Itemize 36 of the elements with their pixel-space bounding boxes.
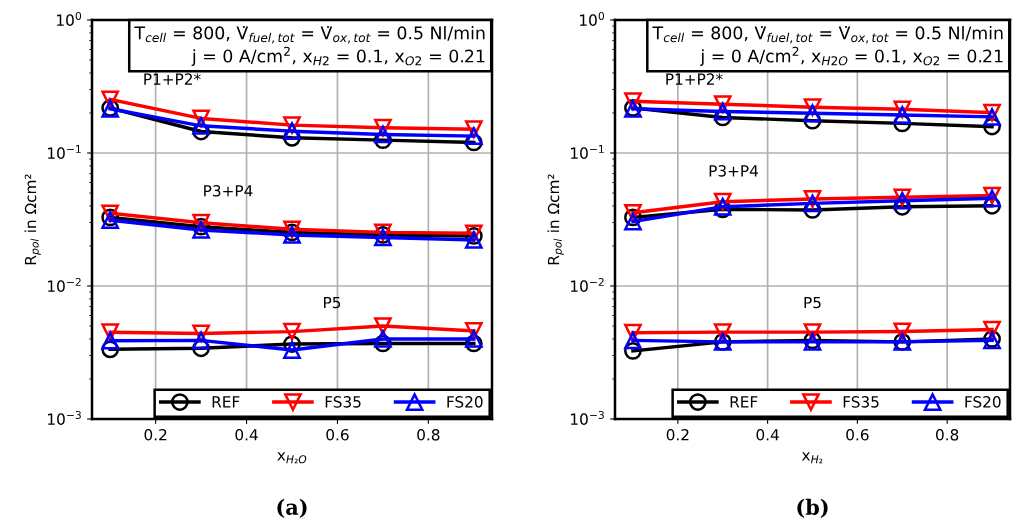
y-axis-title: R$_{pol}$ in Ωcm² <box>24 174 41 265</box>
legend-label: FS35 <box>843 396 879 408</box>
annotation: P5 <box>804 296 821 309</box>
x-tick-label: 0.6 <box>846 428 869 441</box>
annotation: P1+P2* <box>666 73 723 85</box>
x-tick-label: 0.4 <box>756 428 779 441</box>
x-axis-title: x$_{H₂O}$ <box>277 452 307 464</box>
y-tick-label: 10$^{−2}$ <box>571 277 604 292</box>
annotation: P3+P4 <box>709 165 758 177</box>
legend-label: FS35 <box>325 396 361 408</box>
x-tick-label: 0.2 <box>666 428 689 441</box>
x-tick-label: 0.8 <box>936 428 959 441</box>
y-tick-label: 10$^{0}$ <box>57 11 82 26</box>
y-tick-label: 10$^{−2}$ <box>48 277 81 292</box>
y-tick-label: 10$^{−3}$ <box>571 410 604 425</box>
text: T$_{cell}$ = 800, V̇$_{fuel,tot}$ = V̇$_{ox,tot}$ = 0.5 Nl/min j = 0 A/cm$^{2}$, x$_{H2O}$ = 0.1, x$_{O2}$ = 0.21 <box>652 25 1003 66</box>
x-axis-title: x$_{H₂}$ <box>801 452 823 464</box>
text: (b) <box>797 498 828 518</box>
text: (a) <box>277 498 307 518</box>
x-tick-label: 0.6 <box>326 428 349 441</box>
y-tick-label: 10$^{−1}$ <box>571 145 604 159</box>
x-tick-label: 0.2 <box>144 428 167 441</box>
x-tick-label: 0.8 <box>417 428 440 441</box>
annotation: P3+P4 <box>204 185 253 197</box>
legend-label: FS20 <box>965 396 1001 408</box>
annotation: P5 <box>324 296 341 309</box>
y-tick-label: 10$^{−1}$ <box>48 145 81 159</box>
legend-label: REF <box>730 396 758 408</box>
y-tick-label: 10$^{−3}$ <box>48 410 81 425</box>
legend-label: REF <box>212 396 240 408</box>
text: T$_{cell}$ = 800, V̇$_{fuel,tot}$ = V̇$_{ox,tot}$ = 0.5 Nl/min j = 0 A/cm$^{2}$, x$_{H2}$ = 0.1, x$_{O2}$ = 0.21 <box>134 25 485 66</box>
annotation: P1+P2* <box>144 73 201 85</box>
x-tick-label: 0.4 <box>235 428 258 441</box>
y-tick-label: 10$^{0}$ <box>580 11 605 26</box>
y-axis-title: R$_{pol}$ in Ωcm² <box>547 174 564 265</box>
legend-label: FS20 <box>447 396 483 408</box>
